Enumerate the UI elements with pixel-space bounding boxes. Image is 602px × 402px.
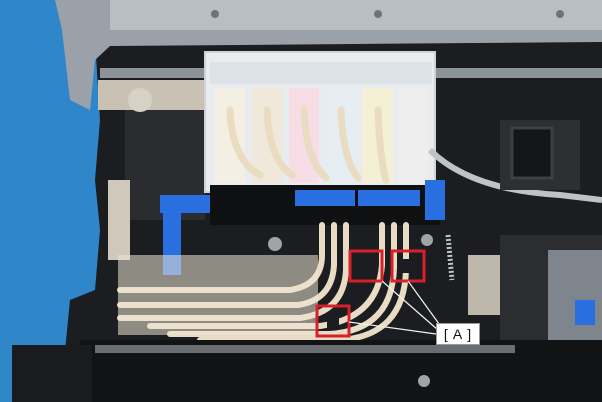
- blue-holder-right: [425, 180, 445, 220]
- frame-screw-3: [556, 10, 564, 18]
- tube-tray: [118, 255, 318, 335]
- right-blue-part: [575, 300, 595, 325]
- frame-screw-1: [211, 10, 219, 18]
- hook-2: [402, 259, 414, 273]
- spring: [445, 234, 455, 281]
- ink-tank-6: [398, 88, 428, 183]
- callout-leaders: [348, 280, 443, 335]
- cap-pad: [510, 126, 554, 180]
- center-screw: [268, 237, 282, 251]
- right-screw: [421, 234, 433, 246]
- grey-cable: [427, 147, 602, 203]
- hook-1: [360, 259, 372, 273]
- bottom-rail: [95, 345, 515, 353]
- highlight-box-hook-1: [348, 249, 384, 283]
- right-cylinders: [468, 255, 500, 315]
- left-gear: [128, 88, 152, 112]
- hook-3: [327, 314, 339, 328]
- blue-holder-bar-1: [295, 190, 355, 206]
- tank-tubes: [226, 106, 390, 184]
- bottom-screw: [418, 375, 430, 387]
- left-cable-guide: [108, 180, 130, 260]
- callout-label-a: [ A ]: [436, 323, 480, 345]
- blue-holder-bar-2: [358, 190, 420, 206]
- top-frame-plate: [110, 0, 602, 30]
- ink-tank-top: [210, 62, 432, 84]
- bottom-left-block: [12, 345, 92, 402]
- frame-screw-2: [374, 10, 382, 18]
- left-bracket: [98, 80, 218, 110]
- highlight-box-hook-3: [315, 304, 351, 338]
